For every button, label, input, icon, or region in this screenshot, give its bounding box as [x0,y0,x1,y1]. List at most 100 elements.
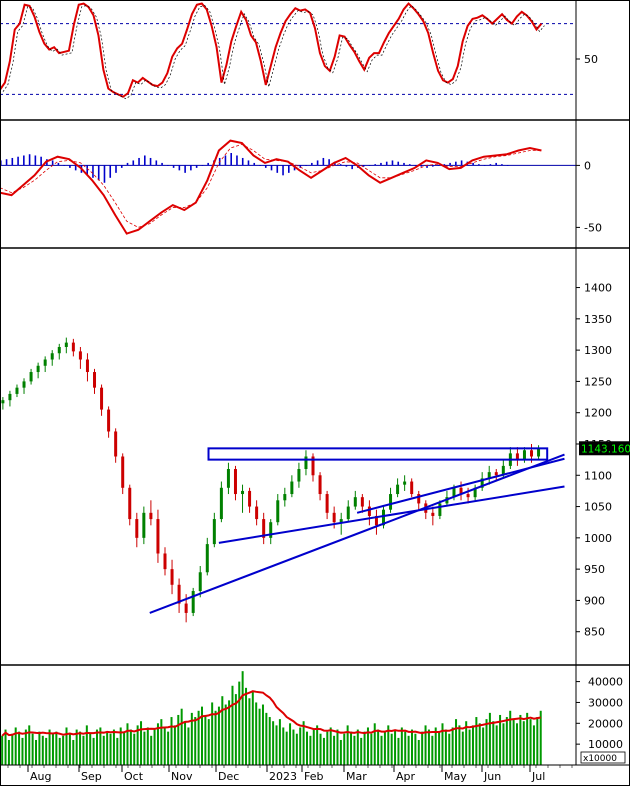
candle-body [339,519,343,523]
volume-bar [156,723,159,765]
macd-histogram-bar [5,159,8,166]
volume-bar [41,735,44,765]
candle-body [8,393,12,401]
volume-bar [146,727,149,765]
macd-histogram-bar [201,165,204,166]
candle-body [290,481,294,495]
candle-body [255,506,259,520]
macd-histogram-bar [161,162,163,166]
price-tick-label: 1300 [584,344,612,357]
macd-histogram-bar [345,165,348,167]
volume-bar [231,685,234,765]
volume-bar [299,727,302,765]
candle-body [269,522,273,538]
volume-bar [228,700,231,765]
macd-histogram-bar [305,165,307,166]
volume-bar [102,735,105,765]
macd-histogram-bar [380,162,382,166]
volume-bar [482,727,485,765]
candle-body [15,387,19,394]
macd-histogram-bar [178,165,181,171]
macd-histogram-bar [443,164,446,166]
candle-body [480,478,484,488]
macd-histogram-bar [28,154,31,166]
candle-body [410,481,414,495]
volume-bar [24,729,27,765]
macd-histogram-bar [155,160,158,166]
volume-bar [184,721,187,765]
macd-histogram-bar [259,165,261,166]
candle-body [135,519,139,538]
volume-bar [516,723,519,765]
volume-bar [140,721,143,765]
volume-bar [136,725,139,765]
volume-bar [200,706,203,765]
volume-bar [126,723,129,765]
macd-histogram-bar [57,162,60,166]
volume-bar [302,721,305,765]
candle-body [396,484,400,495]
volume-bar [173,725,176,765]
volume-bar [356,729,359,765]
last-price-box [579,441,630,456]
volume-bar [319,733,322,765]
macd-histogram-bar [230,153,232,166]
volume-bar [410,729,413,765]
last-price-label: 1143.160 [581,443,630,455]
candle-body [283,494,287,501]
volume-bar [28,725,31,765]
volume-bar [431,735,434,765]
macd-histogram-bar [270,165,273,171]
macd-histogram-bar [69,165,71,168]
macd-histogram-bar [437,165,440,166]
volume-bar [380,735,383,765]
macd-histogram-bar [414,165,417,166]
volume-bar [275,725,278,765]
macd-histogram-bar [322,157,325,166]
candle-body [22,381,26,388]
candle-body [346,506,350,520]
candle-body [262,519,266,538]
macd-histogram-bar [316,160,319,166]
volume-bar [265,712,268,765]
volume-bar [31,733,34,765]
volume-bar [475,717,478,765]
volume-bar [1,735,4,765]
macd-histogram-bar [195,165,198,168]
price-tick-label: 850 [584,626,605,639]
volume-bar [163,727,166,765]
candle-body [78,351,82,360]
volume-bar [295,733,298,765]
volume-bar [75,729,78,765]
volume-bar [197,710,200,765]
macd-tick-label: 0 [584,159,591,172]
volume-bar [48,729,51,765]
candle-body [403,481,407,485]
volume-bar [424,725,427,765]
month-label: Sep [81,770,102,783]
macd-histogram-bar [17,156,19,166]
volume-bar [326,731,329,765]
macd-histogram-bar [293,165,296,171]
macd-tick-label: -50 [584,221,602,234]
volume-bar [414,733,417,765]
candle-body [64,342,68,347]
volume-bar [177,714,180,765]
volume-bar [106,731,109,765]
volume-bar [407,735,410,765]
macd-histogram-bar [23,155,25,166]
volume-bar [82,735,85,765]
volume-bar [478,723,481,765]
volume-bar [417,739,420,765]
candle-body [353,497,357,507]
macd-histogram-bar [34,155,37,166]
candle-body [473,487,477,498]
volume-bar [360,737,363,765]
volume-bar [434,727,437,765]
candle-body [198,572,202,592]
macd-histogram-bar [167,165,169,166]
volume-bar [512,719,515,765]
macd-histogram-bar [120,165,123,168]
volume-bar [119,727,122,765]
candle-body [241,490,245,495]
